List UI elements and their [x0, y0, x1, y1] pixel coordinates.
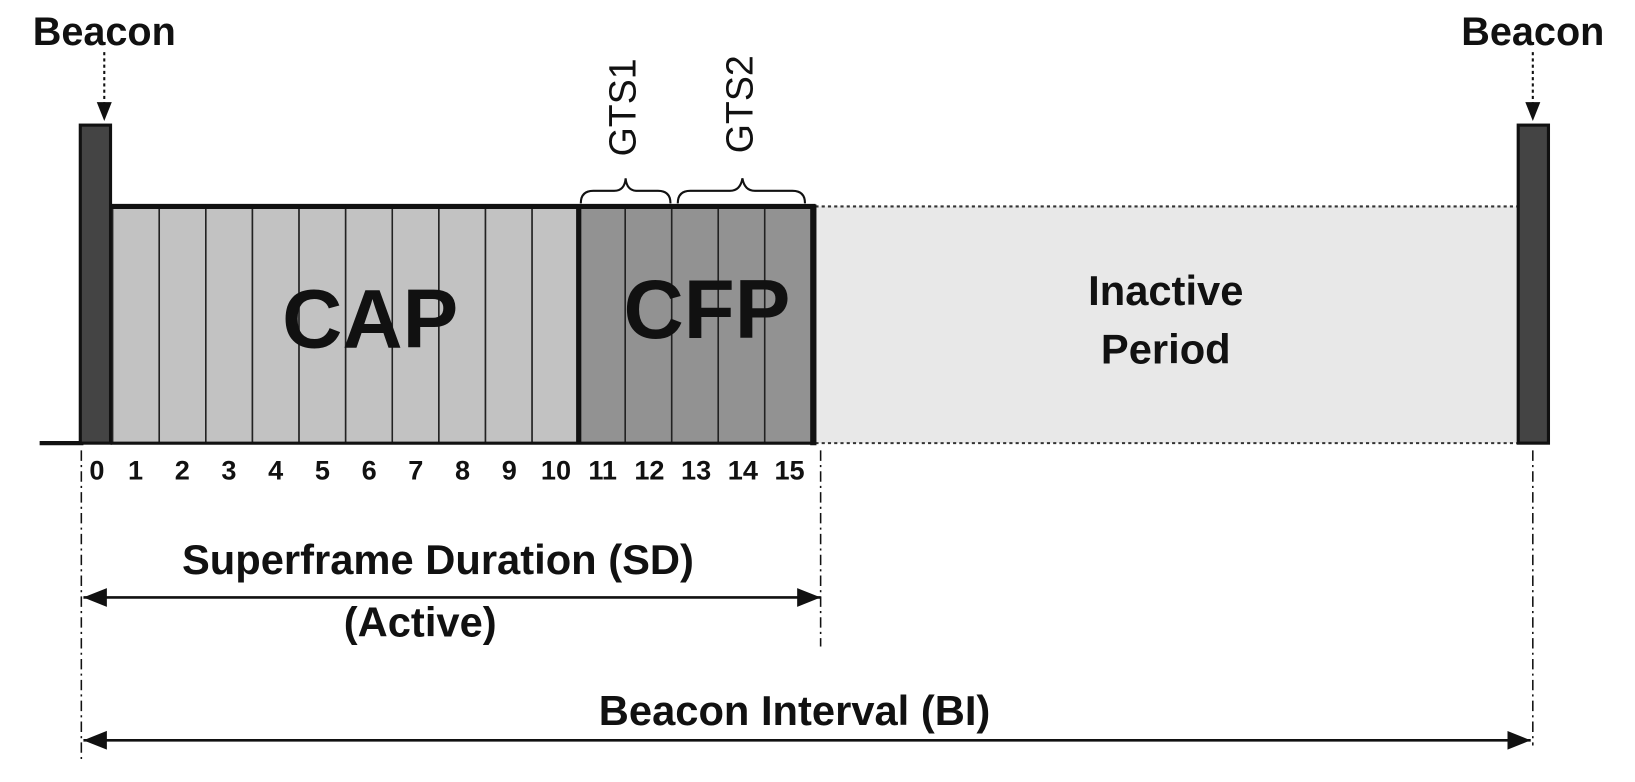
cfp-slot [763, 205, 813, 444]
gts-label: GTS2 [718, 55, 760, 153]
cap-label: CAP [282, 271, 458, 365]
cfp-label: CFP [624, 262, 791, 356]
slot-number: 12 [634, 454, 664, 485]
slot-number: 2 [175, 454, 190, 485]
cap-slot [205, 205, 254, 444]
gts-brace [579, 178, 672, 204]
slot-number: 11 [588, 454, 617, 485]
cap-slot [438, 205, 487, 444]
slot-number: 6 [362, 454, 377, 485]
slot-number: 1 [128, 454, 143, 485]
cap-slot [531, 205, 580, 444]
beacon-frame [78, 123, 113, 445]
cfp-slot [577, 205, 627, 444]
cap-slot [484, 205, 533, 444]
inactive-label: Inactive [1088, 267, 1243, 314]
slot-number: 0 [89, 454, 104, 485]
slot-number: 13 [681, 454, 711, 485]
slot-number: 15 [774, 454, 804, 485]
inactive-area [815, 206, 1519, 444]
slot-number: 10 [541, 454, 571, 485]
cap-slot [111, 205, 161, 444]
beacon-label: Beacon [1461, 10, 1604, 54]
cap-slot [158, 205, 207, 444]
slot-number: 8 [455, 454, 470, 485]
slot-number: 4 [268, 454, 283, 485]
slot-number: 9 [502, 454, 517, 485]
gts-brace [676, 178, 807, 204]
bi-label: Beacon Interval (BI) [599, 687, 991, 734]
cap-slot [298, 205, 347, 444]
labels: Beacon Beacon CAP CFP GTS1 GTS2 Inactive… [33, 10, 1605, 734]
beacon-frame [1516, 123, 1551, 445]
slot-number: 3 [221, 454, 236, 485]
slots: 0 1 2 3 4 5 6 7 8 9 10 11 12 13 14 15 [89, 203, 817, 485]
gts-label: GTS1 [602, 58, 644, 156]
sd-title: Superframe Duration (SD) [182, 536, 694, 583]
slot-number: 7 [408, 454, 423, 485]
beacon-label: Beacon [33, 10, 176, 54]
slot-number: 5 [315, 454, 330, 485]
cfp-slot [717, 205, 766, 444]
slot-number: 14 [728, 454, 758, 485]
shapes [39, 52, 1551, 762]
inactive-label: Period [1101, 325, 1231, 372]
sd-subtitle: (Active) [344, 599, 497, 646]
